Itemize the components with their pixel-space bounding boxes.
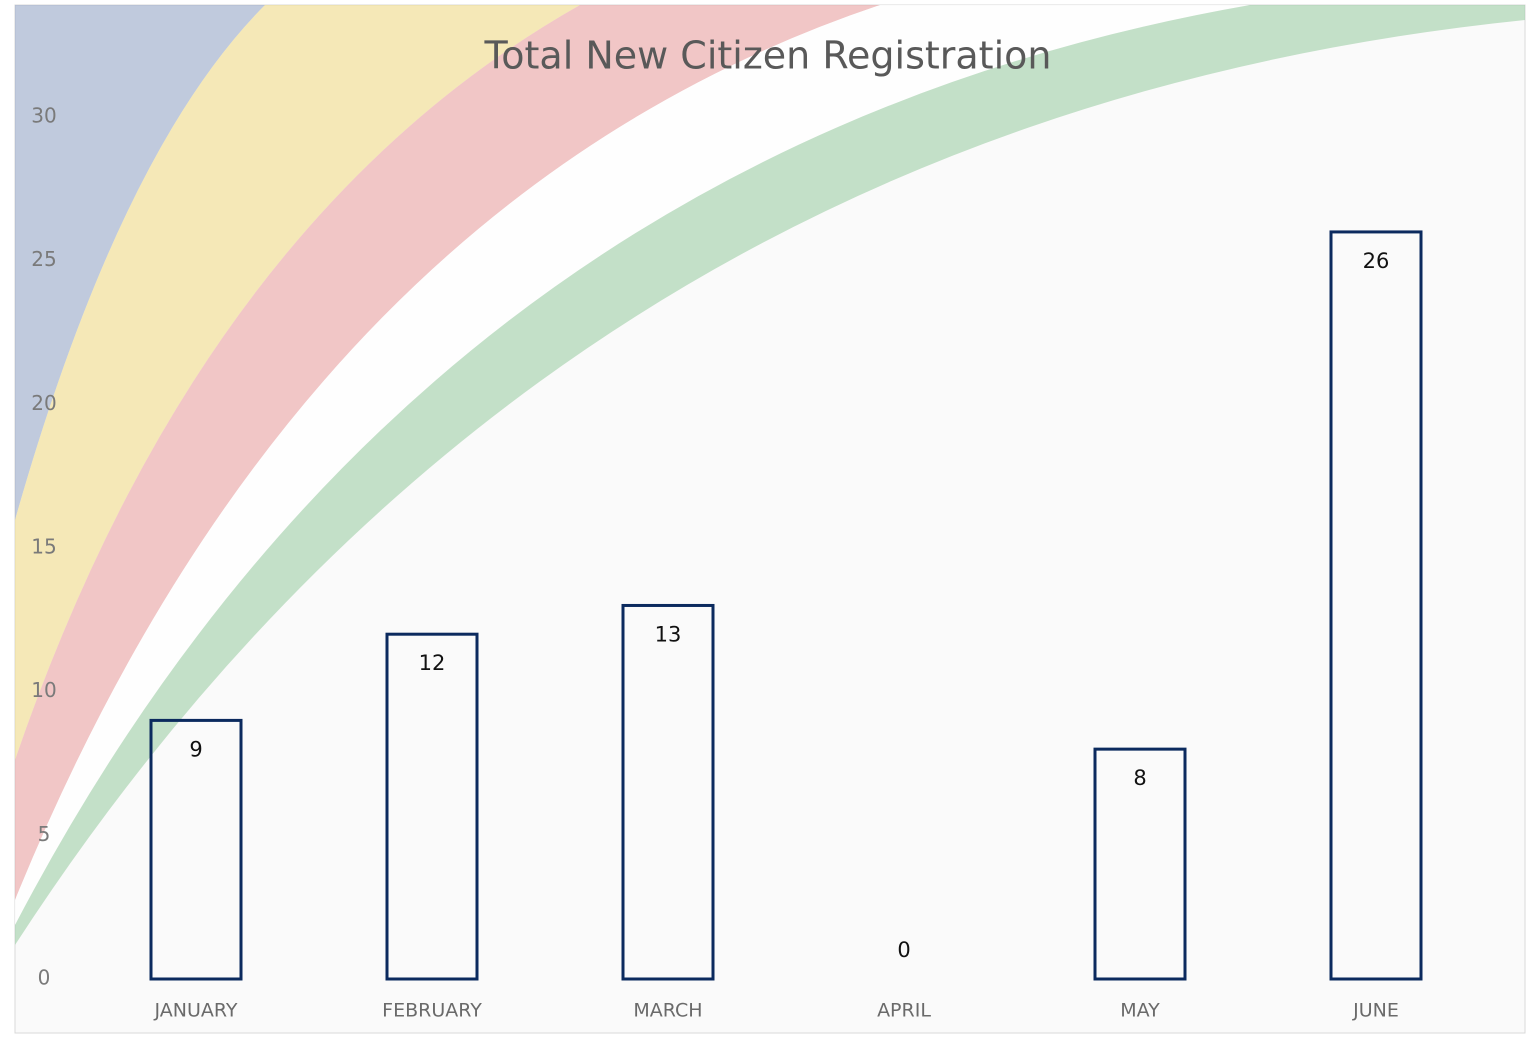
- y-tick-label: 25: [31, 247, 56, 271]
- y-tick-label: 0: [38, 966, 51, 990]
- y-tick-label: 20: [31, 391, 56, 415]
- y-tick-label: 15: [31, 535, 56, 559]
- value-label: 8: [1133, 766, 1146, 790]
- x-tick-label: JANUARY: [154, 1000, 238, 1022]
- chart-title: Total New Citizen Registration: [484, 34, 1052, 78]
- y-tick-label: 5: [38, 822, 51, 846]
- x-tick-label: APRIL: [877, 1000, 931, 1022]
- value-label: 26: [1363, 249, 1390, 273]
- value-label: 13: [655, 622, 682, 646]
- chart: Total New Citizen Registration 0 5 10 15 20 2…: [0, 0, 1530, 1038]
- page: Total New Citizen Registration 0 5 10 15 20 2…: [0, 0, 1530, 1038]
- value-label: 12: [419, 651, 446, 675]
- x-tick-label: FEBRUARY: [382, 1000, 482, 1022]
- x-tick-label: MARCH: [633, 1000, 702, 1022]
- value-label: 9: [189, 737, 202, 761]
- value-label: 0: [897, 938, 910, 962]
- x-tick-label: JUNE: [1352, 1000, 1399, 1022]
- y-tick-label: 30: [31, 104, 56, 128]
- y-tick-label: 10: [31, 678, 56, 702]
- x-tick-label: MAY: [1120, 1000, 1160, 1022]
